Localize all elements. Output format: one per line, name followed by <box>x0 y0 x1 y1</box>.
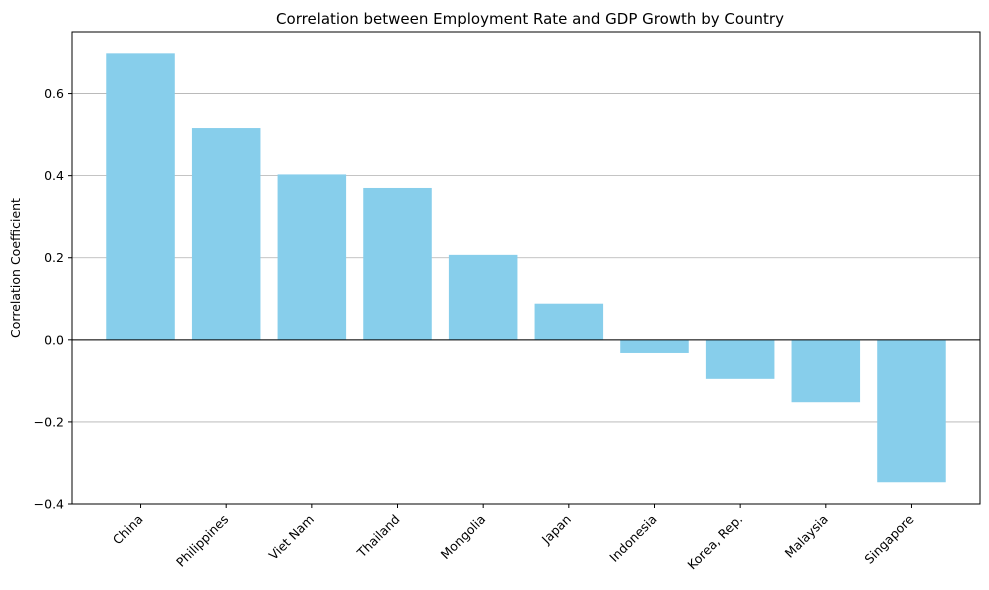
bar-singapore <box>877 339 946 483</box>
y-axis-ticks: −0.4 −0.2 0.0 0.2 0.4 0.6 <box>34 86 72 512</box>
bar-mongolia <box>448 254 518 340</box>
y-tick-label: 0.6 <box>44 86 64 101</box>
x-tick-label: Viet Nam <box>266 512 317 563</box>
y-tick-label: −0.4 <box>34 497 64 512</box>
bar-korea-rep <box>705 339 775 379</box>
bar-thailand <box>363 187 432 340</box>
y-axis-label: Correlation Coefficient <box>8 198 23 338</box>
bar-viet-nam <box>277 174 347 340</box>
y-tick-label: −0.2 <box>34 414 64 429</box>
x-tick-label: Thailand <box>353 512 402 561</box>
bar-japan <box>534 303 604 340</box>
x-tick-label: Indonesia <box>606 512 659 565</box>
x-tick-label: China <box>110 512 146 548</box>
x-tick-label: Singapore <box>861 511 916 566</box>
y-tick-label: 0.4 <box>44 168 64 183</box>
chart-title: Correlation between Employment Rate and … <box>276 10 784 28</box>
x-axis-ticks: China Philippines Viet Nam Thailand Mongolia… <box>110 504 917 572</box>
bars <box>106 53 946 483</box>
bar-indonesia <box>620 339 689 353</box>
y-tick-label: 0.2 <box>44 250 64 265</box>
x-tick-label: Mongolia <box>438 512 489 563</box>
plot-frame <box>71 31 981 505</box>
bar-philippines <box>191 128 261 340</box>
bar-malaysia <box>791 339 861 403</box>
x-tick-label: Japan <box>538 512 574 548</box>
y-tick-label: 0.0 <box>44 332 64 347</box>
x-tick-label: Korea, Rep. <box>684 512 745 573</box>
x-tick-label: Malaysia <box>782 512 831 561</box>
x-tick-label: Philippines <box>173 512 231 570</box>
bar-china <box>106 53 175 340</box>
